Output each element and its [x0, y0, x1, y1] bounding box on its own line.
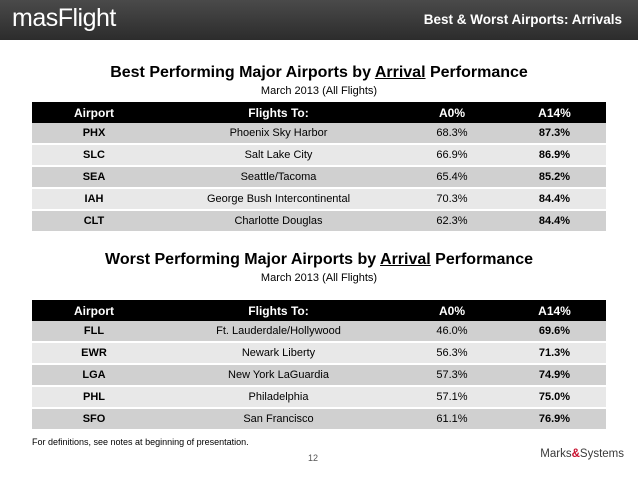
worst-airports-table: Airport Flights To: A0% A14% FLL Ft. Lau…: [32, 300, 606, 431]
marks-systems-logo: Marks&Systems: [540, 448, 624, 460]
slide-title: Best & Worst Airports: Arrivals: [423, 12, 622, 27]
table-row: LGA New York LaGuardia 57.3% 74.9%: [32, 364, 606, 387]
table-row: SEA Seattle/Tacoma 65.4% 85.2%: [32, 166, 606, 189]
airport-code: CLT: [32, 210, 156, 233]
best-section-title: Best Performing Major Airports by Arriva…: [0, 64, 638, 82]
table-row: PHX Phoenix Sky Harbor 68.3% 87.3%: [32, 123, 606, 145]
airport-name: Philadelphia: [156, 386, 401, 409]
a14-value: 74.9%: [503, 364, 606, 387]
a0-value: 57.1%: [401, 386, 503, 409]
a0-value: 66.9%: [401, 144, 503, 167]
a14-value: 85.2%: [503, 166, 606, 189]
column-header-a14: A14%: [503, 300, 606, 321]
worst-section-title: Worst Performing Major Airports by Arriv…: [0, 251, 638, 269]
airport-code: SEA: [32, 166, 156, 189]
a0-value: 56.3%: [401, 342, 503, 365]
airport-code: FLL: [32, 321, 156, 343]
footnote: For definitions, see notes at beginning …: [32, 437, 249, 447]
column-header-airport: Airport: [32, 102, 156, 123]
column-header-a0: A0%: [401, 300, 503, 321]
airport-name: New York LaGuardia: [156, 364, 401, 387]
a0-value: 62.3%: [401, 210, 503, 233]
header-bar: masFlight Best & Worst Airports: Arrival…: [0, 0, 638, 40]
a14-value: 75.0%: [503, 386, 606, 409]
airport-code: SLC: [32, 144, 156, 167]
a0-value: 70.3%: [401, 188, 503, 211]
a14-value: 76.9%: [503, 408, 606, 431]
best-section-subtitle: March 2013 (All Flights): [260, 85, 378, 97]
airport-name: George Bush Intercontinental: [156, 188, 401, 211]
a14-value: 84.4%: [503, 210, 606, 233]
worst-title-prefix: Worst Performing Major Airports by: [105, 251, 381, 268]
column-header-a0: A0%: [401, 102, 503, 123]
logo-text: masFlight: [12, 4, 116, 32]
table-row: SLC Salt Lake City 66.9% 86.9%: [32, 144, 606, 167]
worst-title-underlined: Arrival: [380, 251, 431, 268]
airport-code: PHX: [32, 123, 156, 145]
airport-code: PHL: [32, 386, 156, 409]
airport-name: Seattle/Tacoma: [156, 166, 401, 189]
column-header-flights-to: Flights To:: [156, 102, 401, 123]
airport-name: Charlotte Douglas: [156, 210, 401, 233]
masflight-logo: masFlight: [12, 4, 116, 33]
logo-ampersand: &: [571, 448, 580, 460]
a0-value: 65.4%: [401, 166, 503, 189]
logo-left-text: Marks: [540, 448, 572, 460]
column-header-a14: A14%: [503, 102, 606, 123]
a0-value: 57.3%: [401, 364, 503, 387]
a14-value: 84.4%: [503, 188, 606, 211]
table-header-row: Airport Flights To: A0% A14%: [32, 300, 606, 321]
airport-name: Salt Lake City: [156, 144, 401, 167]
column-header-flights-to: Flights To:: [156, 300, 401, 321]
column-header-airport: Airport: [32, 300, 156, 321]
airport-code: EWR: [32, 342, 156, 365]
logo-right-text: Systems: [579, 448, 624, 460]
a14-value: 71.3%: [503, 342, 606, 365]
table-header-row: Airport Flights To: A0% A14%: [32, 102, 606, 123]
best-title-underlined: Arrival: [374, 64, 426, 81]
table-row: CLT Charlotte Douglas 62.3% 84.4%: [32, 210, 606, 233]
page-number: 12: [308, 453, 319, 463]
table-row: PHL Philadelphia 57.1% 75.0%: [32, 386, 606, 409]
airport-name: San Francisco: [156, 408, 401, 431]
table-row: IAH George Bush Intercontinental 70.3% 8…: [32, 188, 606, 211]
a14-value: 69.6%: [503, 321, 606, 343]
airport-code: IAH: [32, 188, 156, 211]
airport-code: LGA: [32, 364, 156, 387]
a0-value: 46.0%: [401, 321, 503, 343]
a0-value: 61.1%: [401, 408, 503, 431]
table-row: SFO San Francisco 61.1% 76.9%: [32, 408, 606, 431]
airport-name: Phoenix Sky Harbor: [156, 123, 401, 145]
airport-code: SFO: [32, 408, 156, 431]
a14-value: 87.3%: [503, 123, 606, 145]
best-title-prefix: Best Performing Major Airports by: [110, 64, 375, 81]
airport-name: Newark Liberty: [156, 342, 401, 365]
worst-title-suffix: Performance: [430, 251, 533, 268]
table-row: EWR Newark Liberty 56.3% 71.3%: [32, 342, 606, 365]
best-title-suffix: Performance: [425, 64, 528, 81]
worst-section-subtitle: March 2013 (All Flights): [260, 272, 378, 284]
best-airports-table: Airport Flights To: A0% A14% PHX Phoenix…: [32, 102, 606, 233]
a14-value: 86.9%: [503, 144, 606, 167]
table-row: FLL Ft. Lauderdale/Hollywood 46.0% 69.6%: [32, 321, 606, 343]
a0-value: 68.3%: [401, 123, 503, 145]
airport-name: Ft. Lauderdale/Hollywood: [156, 321, 401, 343]
